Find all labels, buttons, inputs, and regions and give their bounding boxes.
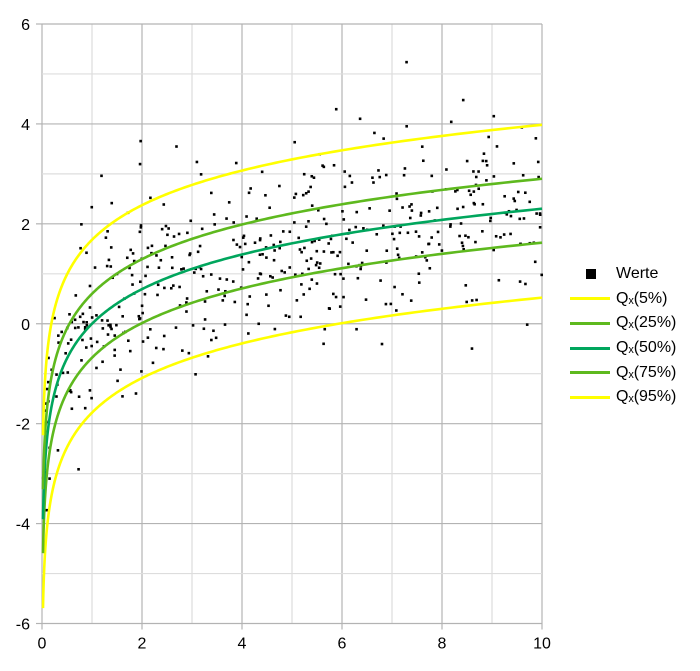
legend-item-q95: Qₓ(95%) (570, 385, 676, 410)
x-tick-label: 6 (338, 636, 347, 653)
legend-item-q50: Qₓ(50%) (570, 336, 676, 361)
x-tick-label: 8 (438, 636, 447, 653)
y-tick-label: 2 (21, 217, 30, 234)
scatter-points (41, 60, 544, 512)
quantile-curve (41, 177, 543, 490)
line-swatch-icon (570, 371, 610, 375)
y-tick-label: -6 (16, 617, 30, 634)
legend-label: Qₓ(5%) (616, 289, 668, 307)
y-tick-label: -2 (16, 417, 30, 434)
square-marker-icon (586, 269, 596, 280)
quantile-curve (41, 241, 543, 554)
legend-label: Qₓ(95%) (616, 388, 677, 406)
legend: Werte Qₓ(5%) Qₓ(25%) Qₓ(50%) Qₓ(75%) Qₓ(… (570, 262, 676, 410)
legend-item-q75: Qₓ(75%) (570, 360, 676, 385)
grid-lines (41, 23, 543, 625)
legend-label: Qₓ(75%) (616, 363, 677, 381)
legend-item-q25: Qₓ(25%) (570, 311, 676, 336)
legend-item-werte: Werte (570, 262, 676, 287)
x-tick-label: 10 (533, 636, 551, 653)
legend-label: Qₓ(25%) (616, 314, 677, 332)
legend-label: Werte (616, 265, 659, 283)
y-tick-label: 0 (21, 317, 30, 334)
axes: 0 2 4 6 8 10 -6 -4 -2 0 2 4 6 (16, 17, 551, 653)
legend-label: Qₓ(50%) (616, 339, 677, 357)
line-swatch-icon (570, 346, 610, 350)
quantile-curve (41, 296, 543, 609)
y-tick-label: 6 (21, 17, 30, 34)
quantile-curves (41, 123, 543, 609)
x-tick-label: 4 (238, 636, 247, 653)
x-tick-label: 0 (38, 636, 47, 653)
y-tick-label: -4 (16, 517, 30, 534)
line-swatch-icon (570, 297, 610, 301)
y-tick-label: 4 (21, 117, 30, 134)
line-swatch-icon (570, 321, 610, 325)
quantile-curve (41, 123, 543, 436)
x-tick-label: 2 (138, 636, 147, 653)
line-swatch-icon (570, 395, 610, 399)
legend-item-q5: Qₓ(5%) (570, 287, 676, 312)
